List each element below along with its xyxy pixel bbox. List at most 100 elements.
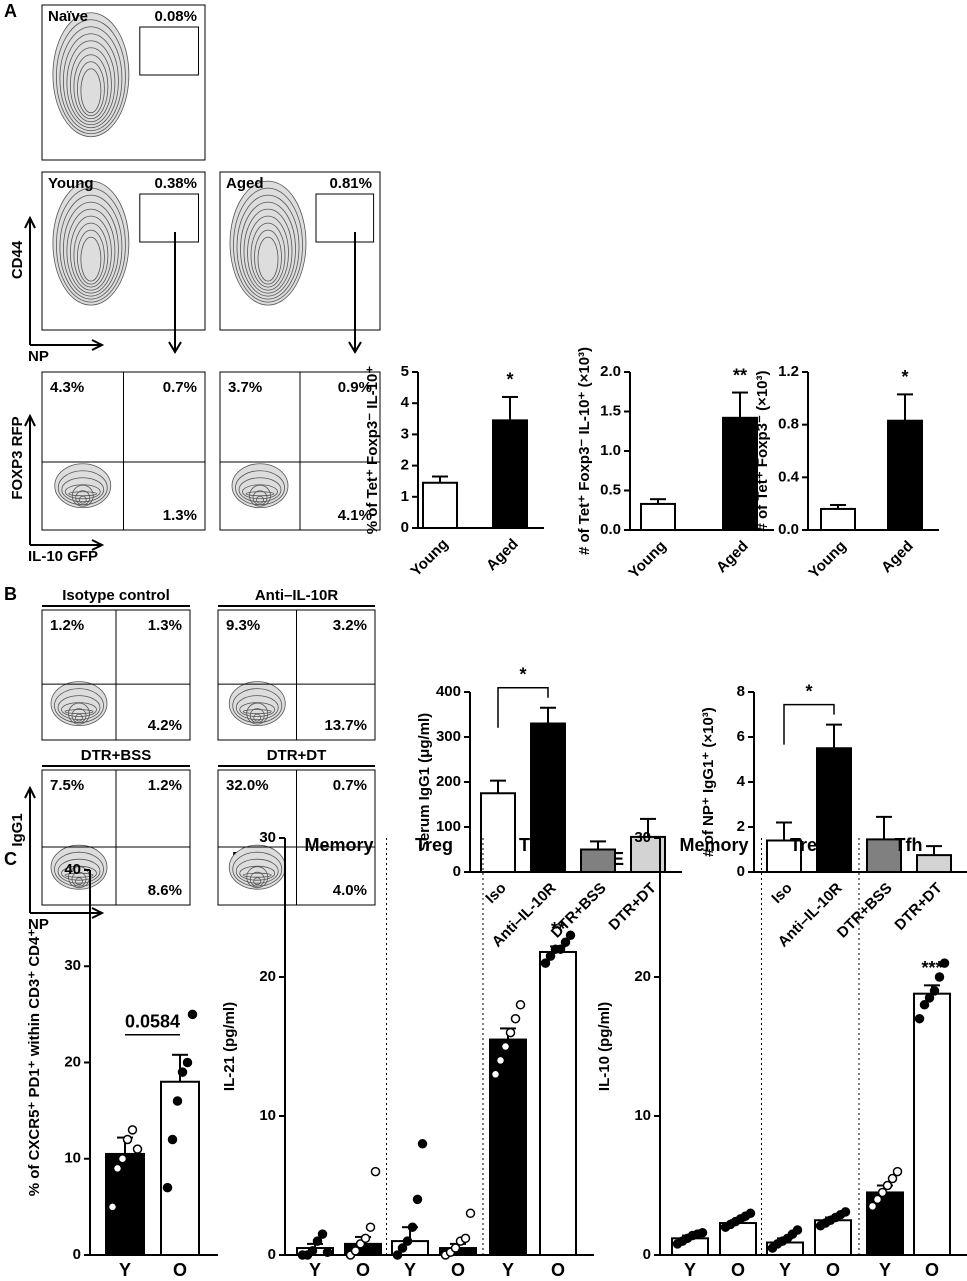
flow-title: Aged	[226, 175, 264, 192]
plot-frame	[41, 171, 206, 331]
contour	[64, 709, 94, 714]
significance: ***	[921, 958, 942, 978]
y-tick-label: 4	[737, 773, 746, 790]
data-point	[515, 1000, 526, 1010]
x-tick-label: Aged	[483, 536, 522, 575]
data-point	[934, 972, 945, 982]
flow-percent: 4.0%	[333, 882, 367, 899]
x-tick-label: Aged	[878, 538, 917, 577]
y-tick-label: 10	[64, 1150, 81, 1167]
data-point	[112, 1163, 123, 1174]
data-point	[397, 1243, 408, 1253]
flow-percent: 13.7%	[324, 717, 367, 734]
y-tick-label: 3	[401, 425, 409, 442]
contour	[253, 877, 262, 886]
y-tick-label: 1.2	[778, 363, 799, 380]
group-label: Treg	[790, 835, 828, 855]
data-point	[867, 1201, 878, 1212]
significance: *	[506, 370, 513, 390]
data-point	[545, 951, 556, 961]
axis-arrow	[24, 785, 105, 919]
group-label: Tfh	[519, 835, 547, 855]
contour	[242, 484, 278, 500]
contour	[252, 490, 268, 506]
y-tick-label: 0.0	[600, 521, 621, 538]
flow-percent: 4.2%	[148, 717, 182, 734]
x-tick-label: Y	[779, 1260, 791, 1280]
data-point	[412, 1194, 423, 1205]
y-tick-label: 0.5	[600, 481, 621, 498]
data-point	[365, 1222, 376, 1232]
plot-frame	[219, 171, 381, 331]
bar	[580, 848, 616, 873]
x-tick-label: Y	[404, 1260, 416, 1280]
bar	[530, 722, 566, 873]
y-tick-label: 0	[401, 519, 409, 536]
y-axis-label: % of CXCR5⁺ PD1⁺ within CD3⁺ CD4⁺	[26, 929, 43, 1197]
bar	[722, 416, 758, 532]
contour	[242, 872, 272, 878]
data-point	[490, 1069, 501, 1080]
data-point	[505, 1027, 516, 1038]
axis-label: NP	[28, 916, 49, 933]
data-point	[495, 1055, 506, 1066]
data-point	[697, 1228, 708, 1238]
y-axis-label: Serum IgG1 (μg/ml)	[416, 713, 433, 851]
data-point	[939, 958, 950, 968]
flow-percent: 1.3%	[163, 507, 197, 524]
bracket-label: *	[519, 665, 526, 685]
contour	[63, 33, 119, 129]
x-tick-label: DTR+DT	[605, 880, 659, 934]
y-tick-label: 0.8	[778, 416, 799, 433]
group-label: Treg	[415, 835, 453, 855]
bar	[766, 839, 802, 873]
flow-percent: 0.08%	[154, 8, 197, 25]
y-tick-label: 6	[737, 728, 745, 745]
y-axis-label: # of Tet⁺ Foxp3⁻ IL-10⁺ (×10³)	[576, 347, 593, 555]
gate	[315, 193, 375, 243]
contour	[256, 495, 264, 504]
data-point	[560, 937, 571, 947]
significance: *	[901, 367, 908, 387]
contour	[59, 194, 123, 300]
data-point	[182, 1057, 193, 1068]
bar	[866, 838, 902, 873]
bar	[820, 507, 856, 531]
y-axis-label: # of Tet⁺ Foxp3⁻ (×10³)	[754, 371, 771, 532]
y-tick-label: 0.4	[778, 468, 800, 485]
contour	[228, 681, 286, 726]
flow-percent: 3.7%	[228, 379, 262, 396]
contour	[80, 236, 102, 282]
bar	[160, 1080, 200, 1256]
axis-label: IL-10 GFP	[28, 548, 98, 565]
contour	[254, 229, 282, 285]
x-tick-label: DTR+DT	[891, 880, 945, 934]
flow-title: Anti–IL-10R	[255, 587, 339, 604]
data-point	[117, 1154, 128, 1164]
y-tick-label: 10	[259, 1107, 276, 1124]
x-tick-label: Iso	[482, 880, 509, 907]
flow-percent: 4.3%	[50, 379, 84, 396]
contour	[66, 208, 116, 294]
data-point	[122, 1134, 133, 1145]
y-tick-label: 2	[401, 457, 409, 474]
y-tick-label: 2.0	[600, 363, 621, 380]
contour	[239, 865, 276, 881]
group-label: Memory	[304, 835, 373, 855]
data-point	[510, 1013, 521, 1024]
contour	[57, 858, 101, 884]
x-tick-label: O	[925, 1260, 939, 1280]
contour	[247, 215, 289, 291]
bracket-label: 0.0584	[125, 1012, 180, 1032]
contour	[71, 484, 94, 507]
axis-label: FOXP3 RFP	[9, 416, 26, 499]
y-tick-label: 4	[401, 394, 410, 411]
data-point	[402, 1236, 413, 1246]
bar	[480, 792, 516, 873]
contour	[66, 40, 116, 126]
contour	[64, 872, 94, 878]
contour	[75, 490, 91, 506]
contour	[64, 484, 101, 500]
contour	[80, 68, 102, 114]
data-point	[745, 1208, 756, 1219]
